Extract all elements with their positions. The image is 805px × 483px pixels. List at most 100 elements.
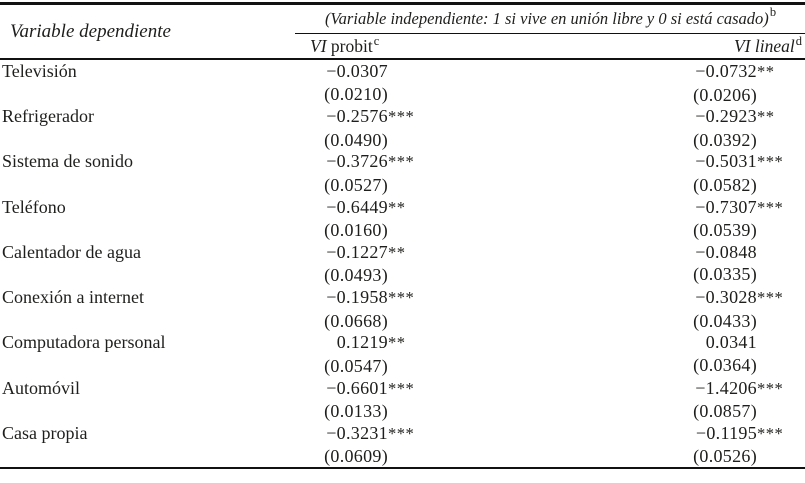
probit-coefficient: −0.3231 <box>326 422 388 443</box>
probit-cell: −0.6601*** (0.0133) <box>300 377 415 423</box>
probit-coefficient-line: −0.2576*** <box>326 106 415 127</box>
lineal-coefficient-line: −0.3028*** <box>695 287 784 308</box>
dependent-variable-header: Variable dependiente <box>10 20 171 42</box>
table-header: Variable dependiente (Variable independi… <box>0 5 805 60</box>
probit-standard-error-line: (0.0133) <box>300 400 388 423</box>
table-row: Computadora personal 0.1219** (0.0547) 0… <box>0 331 805 376</box>
probit-standard-error: (0.0609) <box>324 446 388 467</box>
probit-cell: −0.2576*** (0.0490) <box>300 105 415 152</box>
dependent-variable-label: Conexión a internet <box>2 287 144 308</box>
footnote-marker-b: b <box>769 4 777 19</box>
probit-cell: −0.6449** (0.0160) <box>300 196 406 242</box>
table-row: Sistema de sonido −0.3726*** (0.0527) −0… <box>0 150 805 195</box>
probit-coefficient-line: −0.1227** <box>326 241 406 262</box>
lineal-coefficient-line: −0.0732** <box>695 61 775 81</box>
probit-cell: −0.3231*** (0.0609) <box>300 422 415 468</box>
dependent-variable-label: Refrigerador <box>2 106 94 127</box>
probit-vi-label: VI <box>310 35 327 56</box>
lineal-coefficient-line: −0.5031*** <box>695 151 784 172</box>
table-row: Refrigerador −0.2576*** (0.0490) −0.2923… <box>0 105 805 150</box>
lineal-coefficient: −0.0732 <box>695 61 757 81</box>
probit-coefficient: −0.0307 <box>326 61 388 81</box>
table-row: Calentador de agua −0.1227** (0.0493) −0… <box>0 241 805 286</box>
probit-standard-error: (0.0547) <box>324 355 388 376</box>
dependent-variable-label: Computadora personal <box>2 332 166 353</box>
lineal-coefficient-line: −0.1195*** <box>695 422 784 443</box>
spanning-header: (Variable independiente: 1 si vive en un… <box>295 5 805 34</box>
footnote-marker-c: c <box>373 33 380 48</box>
probit-cell: 0.1219** (0.0547) <box>300 331 406 378</box>
lineal-label: lineal <box>750 35 795 56</box>
probit-cell: −0.3726*** (0.0527) <box>300 150 414 197</box>
lineal-coefficient: −0.0848 <box>695 241 757 262</box>
table-body: Televisión −0.0307 (0.0210) −0.0732** (0… <box>0 60 805 467</box>
lineal-standard-error: (0.0364) <box>693 354 757 375</box>
lineal-standard-error: (0.0539) <box>693 220 757 241</box>
probit-standard-error: (0.0490) <box>324 129 388 150</box>
probit-standard-error: (0.0527) <box>324 175 388 196</box>
probit-coefficient-line: −0.3231*** <box>326 422 415 443</box>
lineal-standard-error-line: (0.0206) <box>617 84 757 107</box>
probit-label: probit <box>326 35 373 56</box>
lineal-coefficient-line: −0.2923** <box>695 106 775 127</box>
lineal-cell: −0.2923** (0.0392) <box>617 105 775 152</box>
probit-coefficient: −0.6449 <box>326 196 388 217</box>
lineal-standard-error-line: (0.0433) <box>617 310 757 333</box>
lineal-cell: −1.4206*** (0.0857) <box>617 377 784 423</box>
lineal-standard-error-line: (0.0539) <box>617 219 757 242</box>
probit-standard-error-line: (0.0160) <box>300 219 388 242</box>
lineal-cell: −0.3028*** (0.0433) <box>617 286 784 333</box>
probit-cell: −0.0307 (0.0210) <box>300 60 388 105</box>
regression-table: Variable dependiente (Variable independi… <box>0 2 805 469</box>
probit-coefficient-line: 0.1219** <box>336 332 406 353</box>
spanning-header-text: (Variable independiente: 1 si vive en un… <box>324 9 769 28</box>
probit-standard-error-line: (0.0210) <box>300 83 388 106</box>
lineal-cell: −0.0732** (0.0206) <box>617 60 775 107</box>
lineal-cell: −0.1195*** (0.0526) <box>617 422 784 468</box>
table-row: Automóvil −0.6601*** (0.0133) −1.4206***… <box>0 377 805 422</box>
table-row: Conexión a internet −0.1958*** (0.0668) … <box>0 286 805 331</box>
lineal-standard-error-line: (0.0857) <box>617 400 757 423</box>
dependent-variable-label: Calentador de agua <box>2 241 141 262</box>
table-row: Casa propia −0.3231*** (0.0609) −0.1195*… <box>0 422 805 467</box>
lineal-coefficient-line: −1.4206*** <box>695 377 784 398</box>
lineal-standard-error: (0.0206) <box>693 84 757 105</box>
probit-standard-error-line: (0.0527) <box>300 174 388 197</box>
probit-coefficient-line: −0.6601*** <box>326 377 415 398</box>
lineal-standard-error: (0.0582) <box>693 175 757 196</box>
lineal-standard-error-line: (0.0392) <box>617 129 757 152</box>
probit-coefficient-line: −0.0307 <box>300 60 388 83</box>
table-row: Televisión −0.0307 (0.0210) −0.0732** (0… <box>0 60 805 105</box>
probit-cell: −0.1227** (0.0493) <box>300 241 406 287</box>
probit-coefficient-line: −0.1958*** <box>326 287 415 308</box>
lineal-standard-error: (0.0433) <box>693 310 757 331</box>
lineal-cell: −0.0848 (0.0335) <box>617 241 757 286</box>
dependent-variable-label: Casa propia <box>2 422 88 443</box>
lineal-standard-error-line: (0.0335) <box>617 263 757 286</box>
probit-standard-error: (0.0160) <box>324 220 388 241</box>
lineal-standard-error-line: (0.0364) <box>617 354 757 377</box>
probit-standard-error-line: (0.0493) <box>300 264 388 287</box>
lineal-coefficient: −0.5031 <box>695 151 757 172</box>
lineal-coefficient: −0.2923 <box>695 106 757 127</box>
lineal-coefficient: −0.1195 <box>695 422 757 443</box>
dependent-variable-label: Automóvil <box>2 377 81 398</box>
lineal-standard-error: (0.0526) <box>693 446 757 467</box>
dependent-variable-label: Teléfono <box>2 196 66 217</box>
probit-standard-error-line: (0.0547) <box>300 355 388 378</box>
probit-coefficient: −0.1227 <box>326 241 388 262</box>
probit-standard-error: (0.0493) <box>324 265 388 286</box>
lineal-standard-error-line: (0.0526) <box>617 445 757 468</box>
probit-standard-error-line: (0.0490) <box>300 129 388 152</box>
probit-coefficient: −0.2576 <box>326 106 388 127</box>
lineal-cell: 0.0341 (0.0364) <box>617 331 757 376</box>
probit-standard-error-line: (0.0609) <box>300 445 388 468</box>
probit-coefficient: 0.1219 <box>336 332 388 353</box>
lineal-coefficient: 0.0341 <box>705 332 757 353</box>
lineal-cell: −0.5031*** (0.0582) <box>617 150 784 196</box>
independent-variable-header-group: (Variable independiente: 1 si vive en un… <box>295 5 805 58</box>
probit-standard-error-line: (0.0668) <box>300 310 388 333</box>
probit-standard-error: (0.0668) <box>324 310 388 331</box>
lineal-vi-label: VI <box>733 35 751 56</box>
probit-coefficient-line: −0.6449** <box>326 196 406 217</box>
